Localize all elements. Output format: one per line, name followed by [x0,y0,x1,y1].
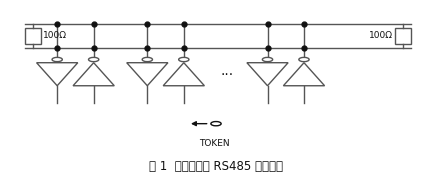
Bar [25,28,41,44]
Text: TOKEN: TOKEN [200,139,230,148]
Circle shape [179,57,189,62]
Text: 100Ω: 100Ω [369,31,393,40]
Text: ...: ... [220,64,233,78]
Circle shape [142,57,152,62]
Circle shape [89,57,99,62]
Text: 100Ω: 100Ω [44,31,67,40]
Bar [395,28,411,44]
Circle shape [299,57,309,62]
Circle shape [52,57,62,62]
Circle shape [262,57,273,62]
Text: 图 1  令牌环式的 RS485 工作方式: 图 1 令牌环式的 RS485 工作方式 [149,160,283,173]
Circle shape [211,122,221,126]
